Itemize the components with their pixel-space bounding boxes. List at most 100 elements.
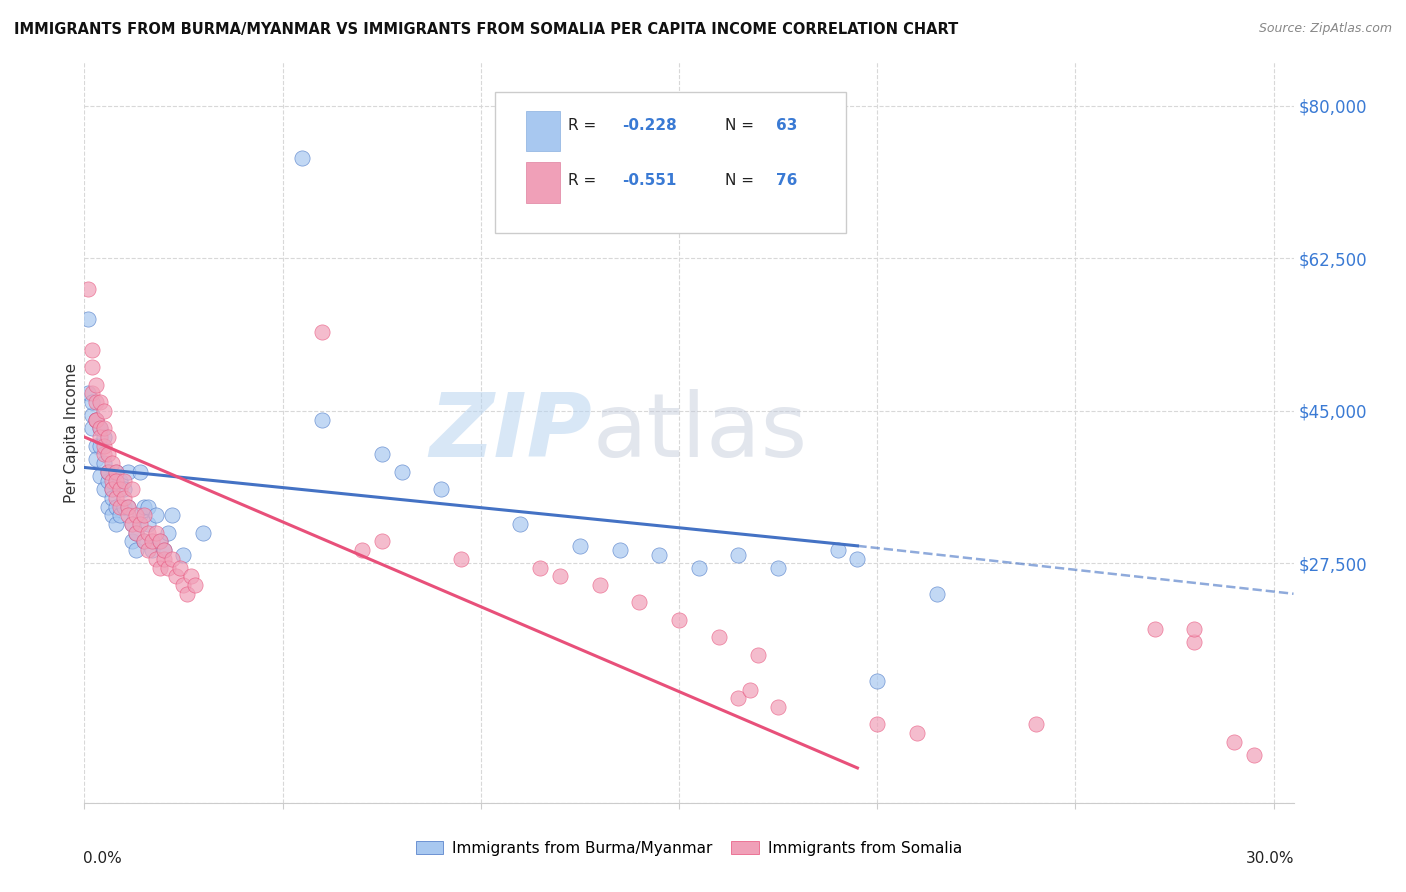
Point <box>688 560 710 574</box>
Point <box>89 430 111 444</box>
Point <box>108 508 131 523</box>
Point <box>84 439 107 453</box>
Point <box>370 534 392 549</box>
Point <box>311 412 333 426</box>
Point <box>125 508 148 523</box>
Legend: Immigrants from Burma/Myanmar, Immigrants from Somalia: Immigrants from Burma/Myanmar, Immigrant… <box>409 835 969 862</box>
Point <box>180 569 202 583</box>
Point <box>1184 622 1206 636</box>
Point <box>866 717 889 731</box>
Point <box>589 578 612 592</box>
Point <box>125 543 148 558</box>
Point <box>105 474 128 488</box>
Point <box>117 500 139 514</box>
Point <box>93 430 115 444</box>
Point <box>169 560 191 574</box>
Point <box>193 525 215 540</box>
Bar <box>526 111 560 152</box>
Text: 0.0%: 0.0% <box>83 851 122 866</box>
Point <box>370 447 392 461</box>
Point <box>160 552 183 566</box>
Point <box>89 469 111 483</box>
Point <box>97 474 120 488</box>
Point <box>132 500 155 514</box>
Point <box>766 700 789 714</box>
Point <box>128 465 150 479</box>
Point <box>149 534 172 549</box>
Point <box>136 517 159 532</box>
Point <box>125 525 148 540</box>
Point <box>727 548 749 562</box>
Point <box>152 543 174 558</box>
Point <box>97 465 120 479</box>
Point <box>141 543 163 558</box>
Point <box>136 543 159 558</box>
Point <box>149 560 172 574</box>
Point <box>112 482 135 496</box>
Point <box>628 595 651 609</box>
Point <box>125 525 148 540</box>
Point <box>121 534 143 549</box>
Point <box>84 412 107 426</box>
Text: 30.0%: 30.0% <box>1246 851 1295 866</box>
Point <box>141 534 163 549</box>
Point <box>668 613 690 627</box>
Point <box>82 360 104 375</box>
Point <box>176 587 198 601</box>
Point <box>93 456 115 470</box>
Point <box>105 465 128 479</box>
Point <box>105 491 128 505</box>
Text: IMMIGRANTS FROM BURMA/MYANMAR VS IMMIGRANTS FROM SOMALIA PER CAPITA INCOME CORRE: IMMIGRANTS FROM BURMA/MYANMAR VS IMMIGRA… <box>14 22 959 37</box>
Text: atlas: atlas <box>592 389 807 476</box>
Point <box>152 543 174 558</box>
Point <box>391 465 413 479</box>
Point <box>136 525 159 540</box>
Point <box>156 525 179 540</box>
Point <box>101 508 124 523</box>
Text: N =: N = <box>725 118 759 133</box>
Point <box>117 508 139 523</box>
Point <box>82 395 104 409</box>
Point <box>172 548 194 562</box>
Text: ZIP: ZIP <box>429 389 592 476</box>
Text: 63: 63 <box>776 118 797 133</box>
Point <box>450 552 472 566</box>
Point <box>117 465 139 479</box>
Point <box>740 682 762 697</box>
Point <box>84 395 107 409</box>
Text: Source: ZipAtlas.com: Source: ZipAtlas.com <box>1258 22 1392 36</box>
Point <box>82 408 104 422</box>
Point <box>1223 735 1246 749</box>
Point <box>93 421 115 435</box>
Point <box>291 151 314 165</box>
Bar <box>526 162 560 203</box>
Point <box>77 312 100 326</box>
Text: -0.551: -0.551 <box>623 173 676 188</box>
Point <box>609 543 631 558</box>
Point <box>82 343 104 357</box>
Point <box>101 482 124 496</box>
Point <box>97 465 120 479</box>
Point <box>101 474 124 488</box>
Text: 76: 76 <box>776 173 797 188</box>
Point <box>925 587 948 601</box>
Y-axis label: Per Capita Income: Per Capita Income <box>63 362 79 503</box>
Text: N =: N = <box>725 173 759 188</box>
Point <box>101 456 124 470</box>
Point <box>149 534 172 549</box>
Point <box>136 500 159 514</box>
Point <box>905 726 928 740</box>
Text: R =: R = <box>568 118 602 133</box>
Point <box>101 482 124 496</box>
Point <box>132 534 155 549</box>
Point <box>121 482 143 496</box>
Point <box>84 412 107 426</box>
Point <box>121 517 143 532</box>
Point <box>112 491 135 505</box>
Point <box>1025 717 1047 731</box>
Point <box>105 465 128 479</box>
Point <box>84 412 107 426</box>
Point <box>548 569 571 583</box>
Point <box>707 630 730 644</box>
Point <box>846 552 869 566</box>
